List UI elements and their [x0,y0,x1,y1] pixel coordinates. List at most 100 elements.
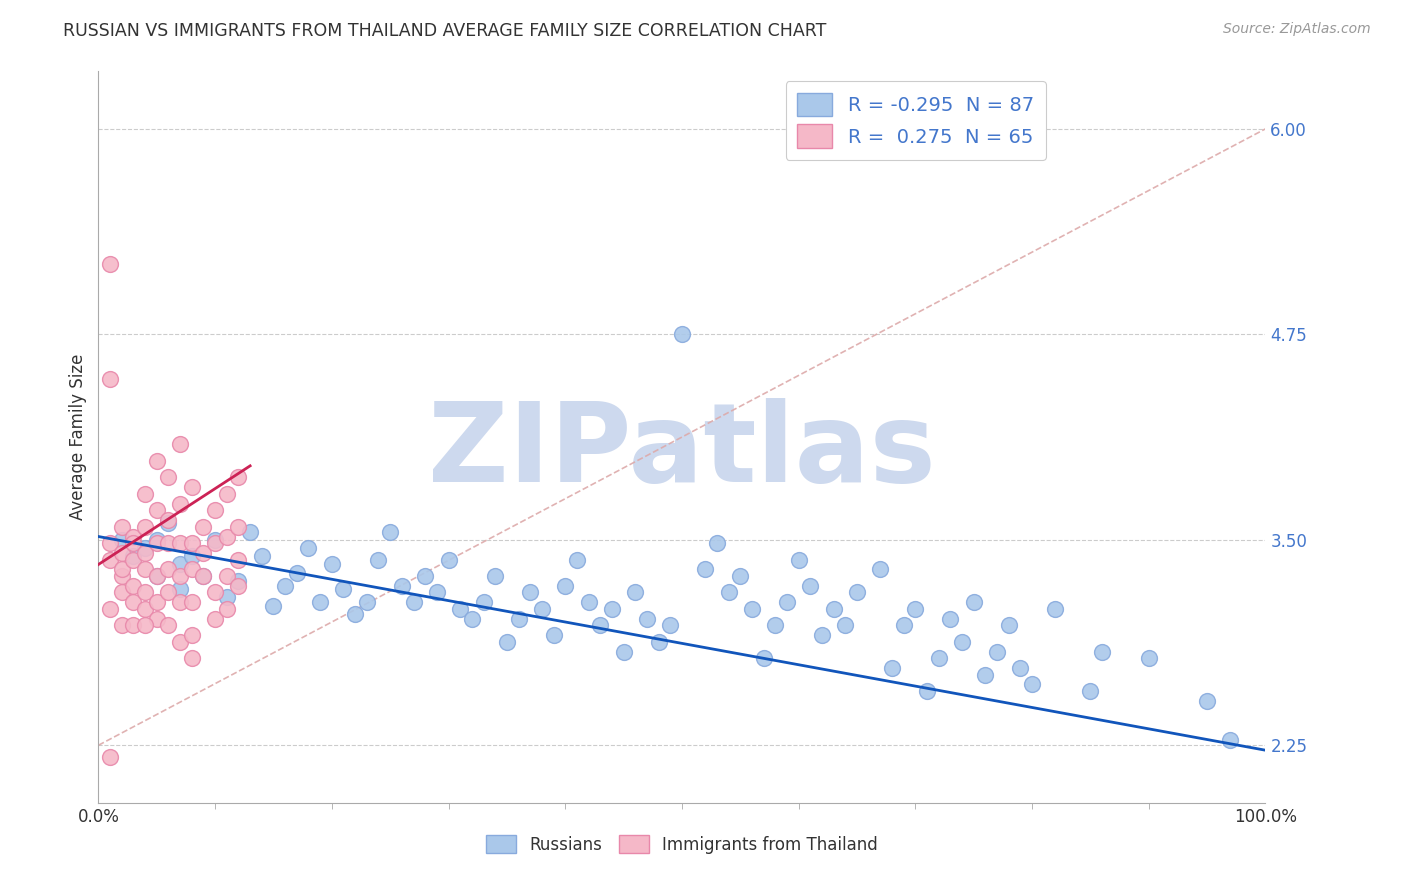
Point [1080,684,1102,698]
Point [904,602,927,616]
Point [146,612,169,626]
Point [250,549,273,564]
Point [134,562,156,576]
Point [169,582,191,596]
Point [215,602,238,616]
Point [974,667,997,681]
Point [846,585,869,599]
Point [180,549,202,564]
Point [1219,733,1241,747]
Text: Source: ZipAtlas.com: Source: ZipAtlas.com [1223,22,1371,37]
Point [928,651,950,665]
Point [508,612,530,626]
Point [239,524,262,539]
Point [111,519,134,533]
Point [157,536,180,550]
Point [134,487,156,501]
Point [391,579,413,593]
Point [204,536,226,550]
Point [146,536,169,550]
Point [146,533,169,547]
Point [180,536,202,550]
Point [193,519,215,533]
Point [169,437,191,451]
Point [215,529,238,543]
Point [204,612,226,626]
Point [204,503,226,517]
Point [763,618,786,632]
Point [146,569,169,583]
Point [426,585,449,599]
Point [111,569,134,583]
Point [695,562,717,576]
Point [180,628,202,642]
Point [193,569,215,583]
Point [776,595,799,609]
Point [262,599,284,613]
Point [157,513,180,527]
Point [893,618,915,632]
Point [449,602,471,616]
Point [706,536,728,550]
Point [228,519,250,533]
Point [215,487,238,501]
Point [950,634,973,648]
Point [787,552,810,566]
Point [519,585,541,599]
Point [717,585,740,599]
Point [659,618,682,632]
Point [962,595,984,609]
Point [285,566,308,580]
Point [297,541,319,555]
Point [204,533,226,547]
Point [472,595,495,609]
Point [180,595,202,609]
Legend: Russians, Immigrants from Thailand: Russians, Immigrants from Thailand [479,829,884,860]
Point [402,595,425,609]
Point [134,546,156,560]
Point [134,585,156,599]
Text: RUSSIAN VS IMMIGRANTS FROM THAILAND AVERAGE FAMILY SIZE CORRELATION CHART: RUSSIAN VS IMMIGRANTS FROM THAILAND AVER… [63,22,827,40]
Point [647,634,669,648]
Point [98,749,121,764]
Point [215,591,238,605]
Point [461,612,484,626]
Point [204,585,226,599]
Point [180,562,202,576]
Point [111,585,134,599]
Point [98,536,121,550]
Point [98,552,121,566]
Point [111,533,134,547]
Point [496,634,519,648]
Point [1091,644,1114,658]
Point [671,327,693,342]
Point [157,585,180,599]
Point [134,541,156,555]
Point [169,595,191,609]
Point [413,569,436,583]
Point [823,602,845,616]
Point [543,628,565,642]
Point [98,372,121,386]
Point [134,602,156,616]
Point [193,569,215,583]
Point [367,552,389,566]
Point [939,612,962,626]
Point [1195,694,1218,708]
Point [157,562,180,576]
Point [730,569,752,583]
Point [799,579,821,593]
Point [157,516,180,531]
Point [1021,677,1043,691]
Point [169,634,191,648]
Point [180,651,202,665]
Point [636,612,658,626]
Point [309,595,332,609]
Point [274,579,297,593]
Point [484,569,506,583]
Point [741,602,763,616]
Point [122,549,145,564]
Point [134,519,156,533]
Point [986,644,1008,658]
Point [146,454,169,468]
